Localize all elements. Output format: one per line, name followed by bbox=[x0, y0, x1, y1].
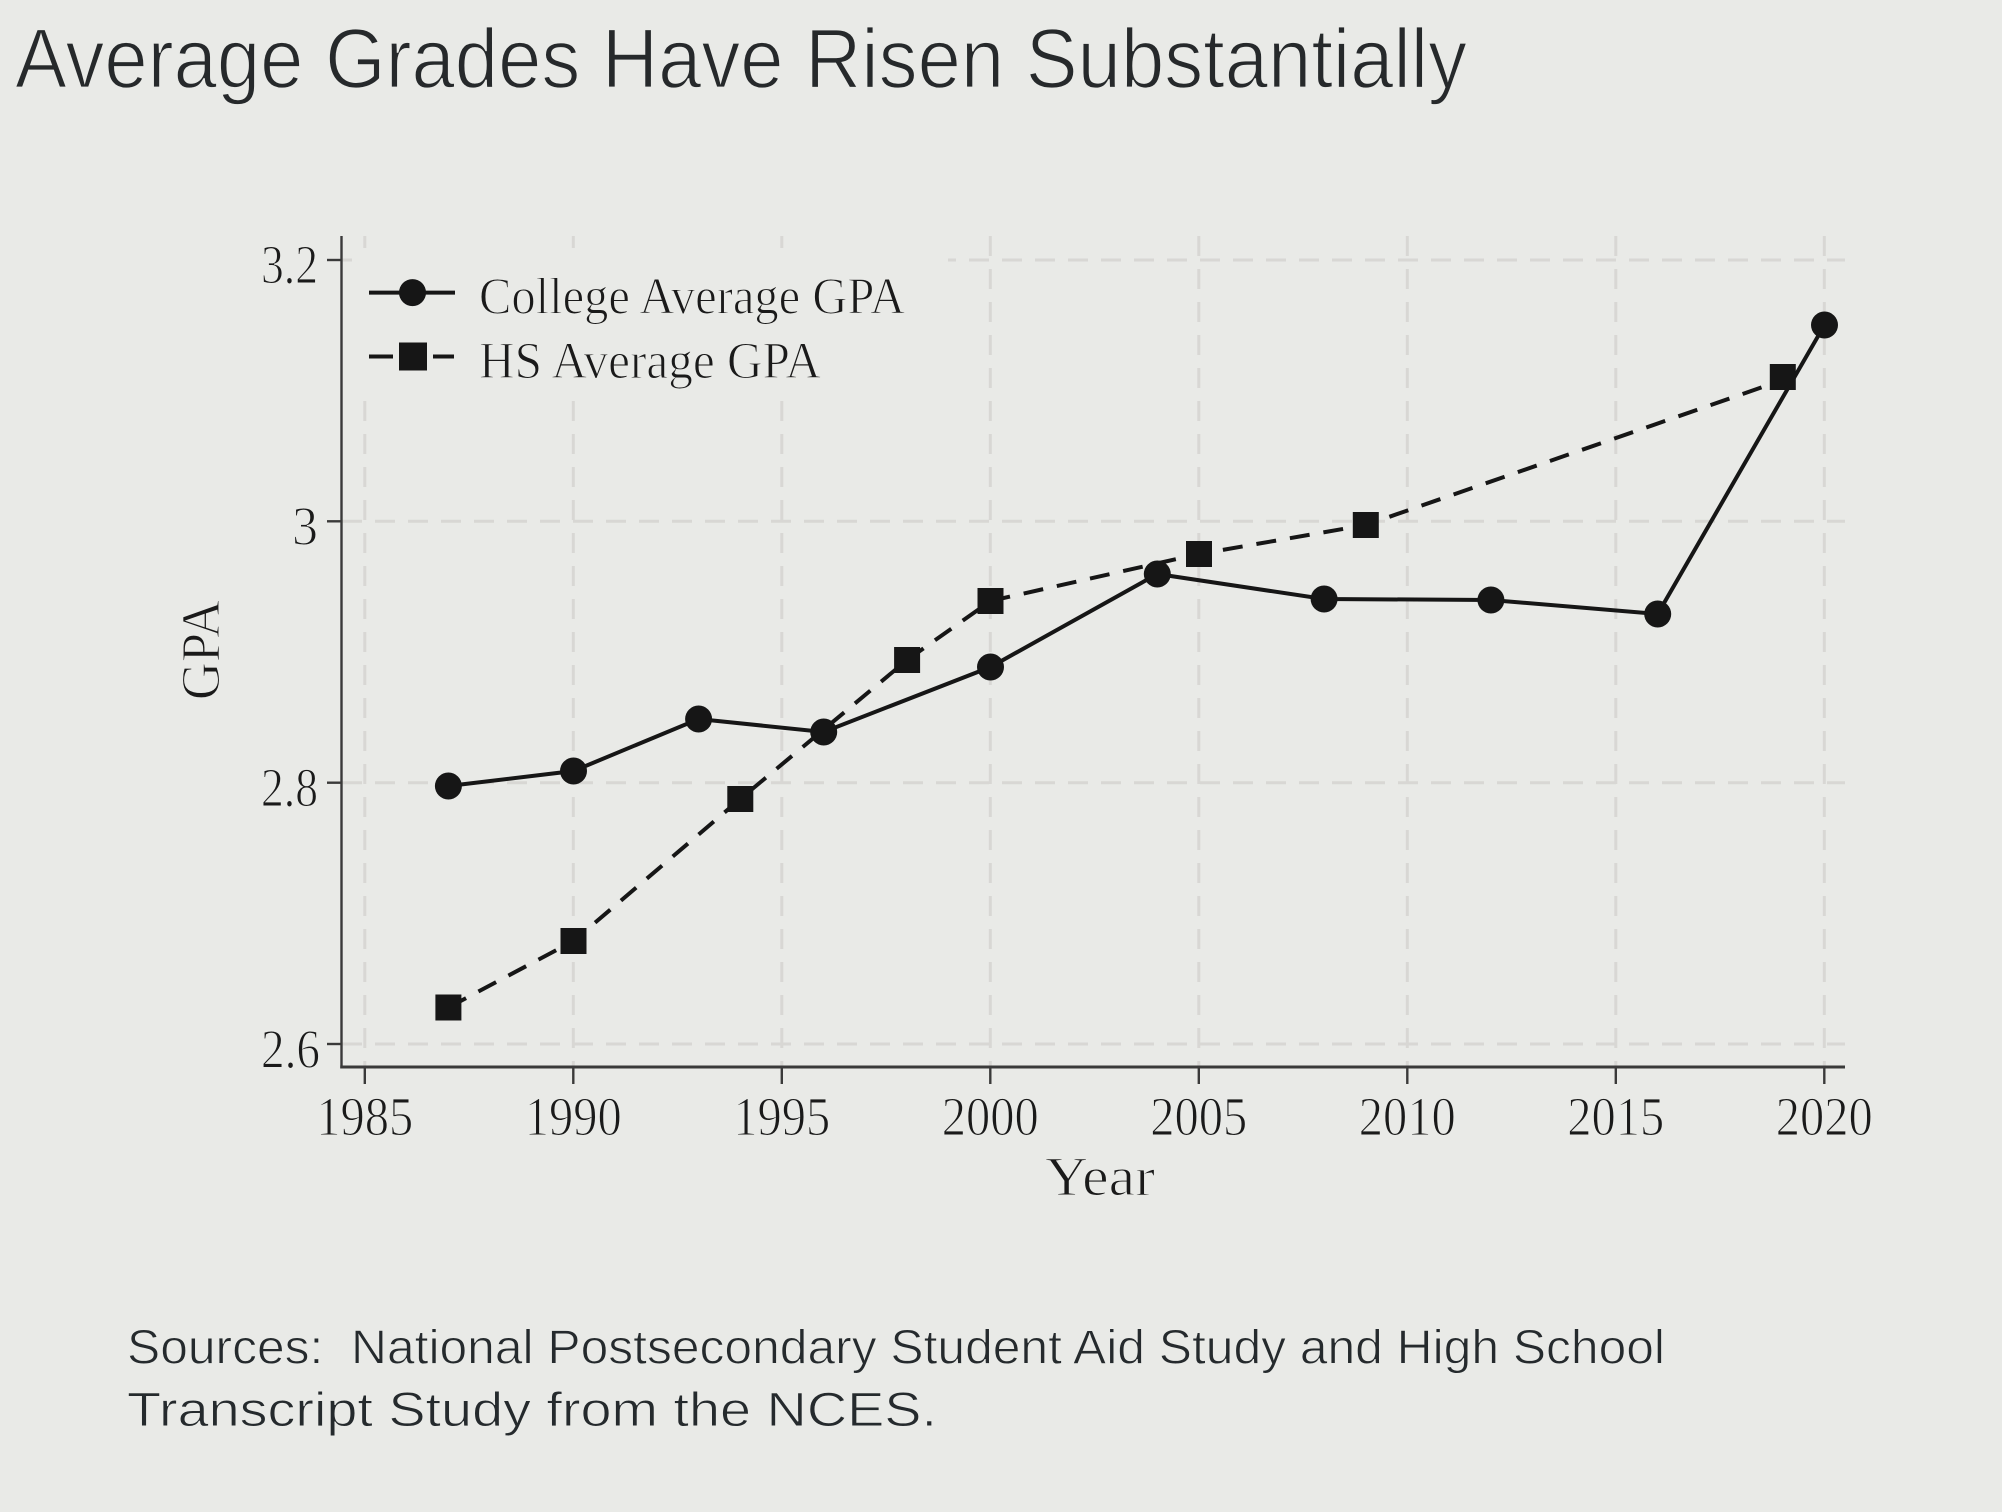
svg-text:GPA: GPA bbox=[170, 600, 231, 700]
svg-text:Average Grades Have Risen Subs: Average Grades Have Risen Substantially bbox=[15, 12, 1467, 106]
svg-text:College Average GPA: College Average GPA bbox=[479, 269, 905, 326]
svg-text:1990: 1990 bbox=[525, 1086, 622, 1147]
svg-text:2005: 2005 bbox=[1150, 1086, 1247, 1147]
svg-text:2020: 2020 bbox=[1776, 1086, 1873, 1147]
svg-text:2.8: 2.8 bbox=[261, 757, 318, 818]
svg-text:1995: 1995 bbox=[733, 1086, 830, 1147]
svg-text:HS Average GPA: HS Average GPA bbox=[479, 333, 821, 390]
svg-text:3.2: 3.2 bbox=[261, 234, 318, 295]
svg-text:2015: 2015 bbox=[1567, 1086, 1664, 1147]
svg-text:Transcript Study from the NCES: Transcript Study from the NCES. bbox=[127, 1384, 937, 1437]
svg-text:2010: 2010 bbox=[1359, 1086, 1456, 1147]
svg-text:1985: 1985 bbox=[316, 1086, 413, 1147]
svg-text:Year: Year bbox=[1045, 1146, 1155, 1207]
svg-text:2.6: 2.6 bbox=[261, 1019, 320, 1080]
svg-text:3: 3 bbox=[292, 496, 318, 557]
svg-text:2000: 2000 bbox=[942, 1086, 1039, 1147]
svg-text:Sources: National Postseconda: Sources: National Postsecondary Student … bbox=[127, 1322, 1665, 1375]
